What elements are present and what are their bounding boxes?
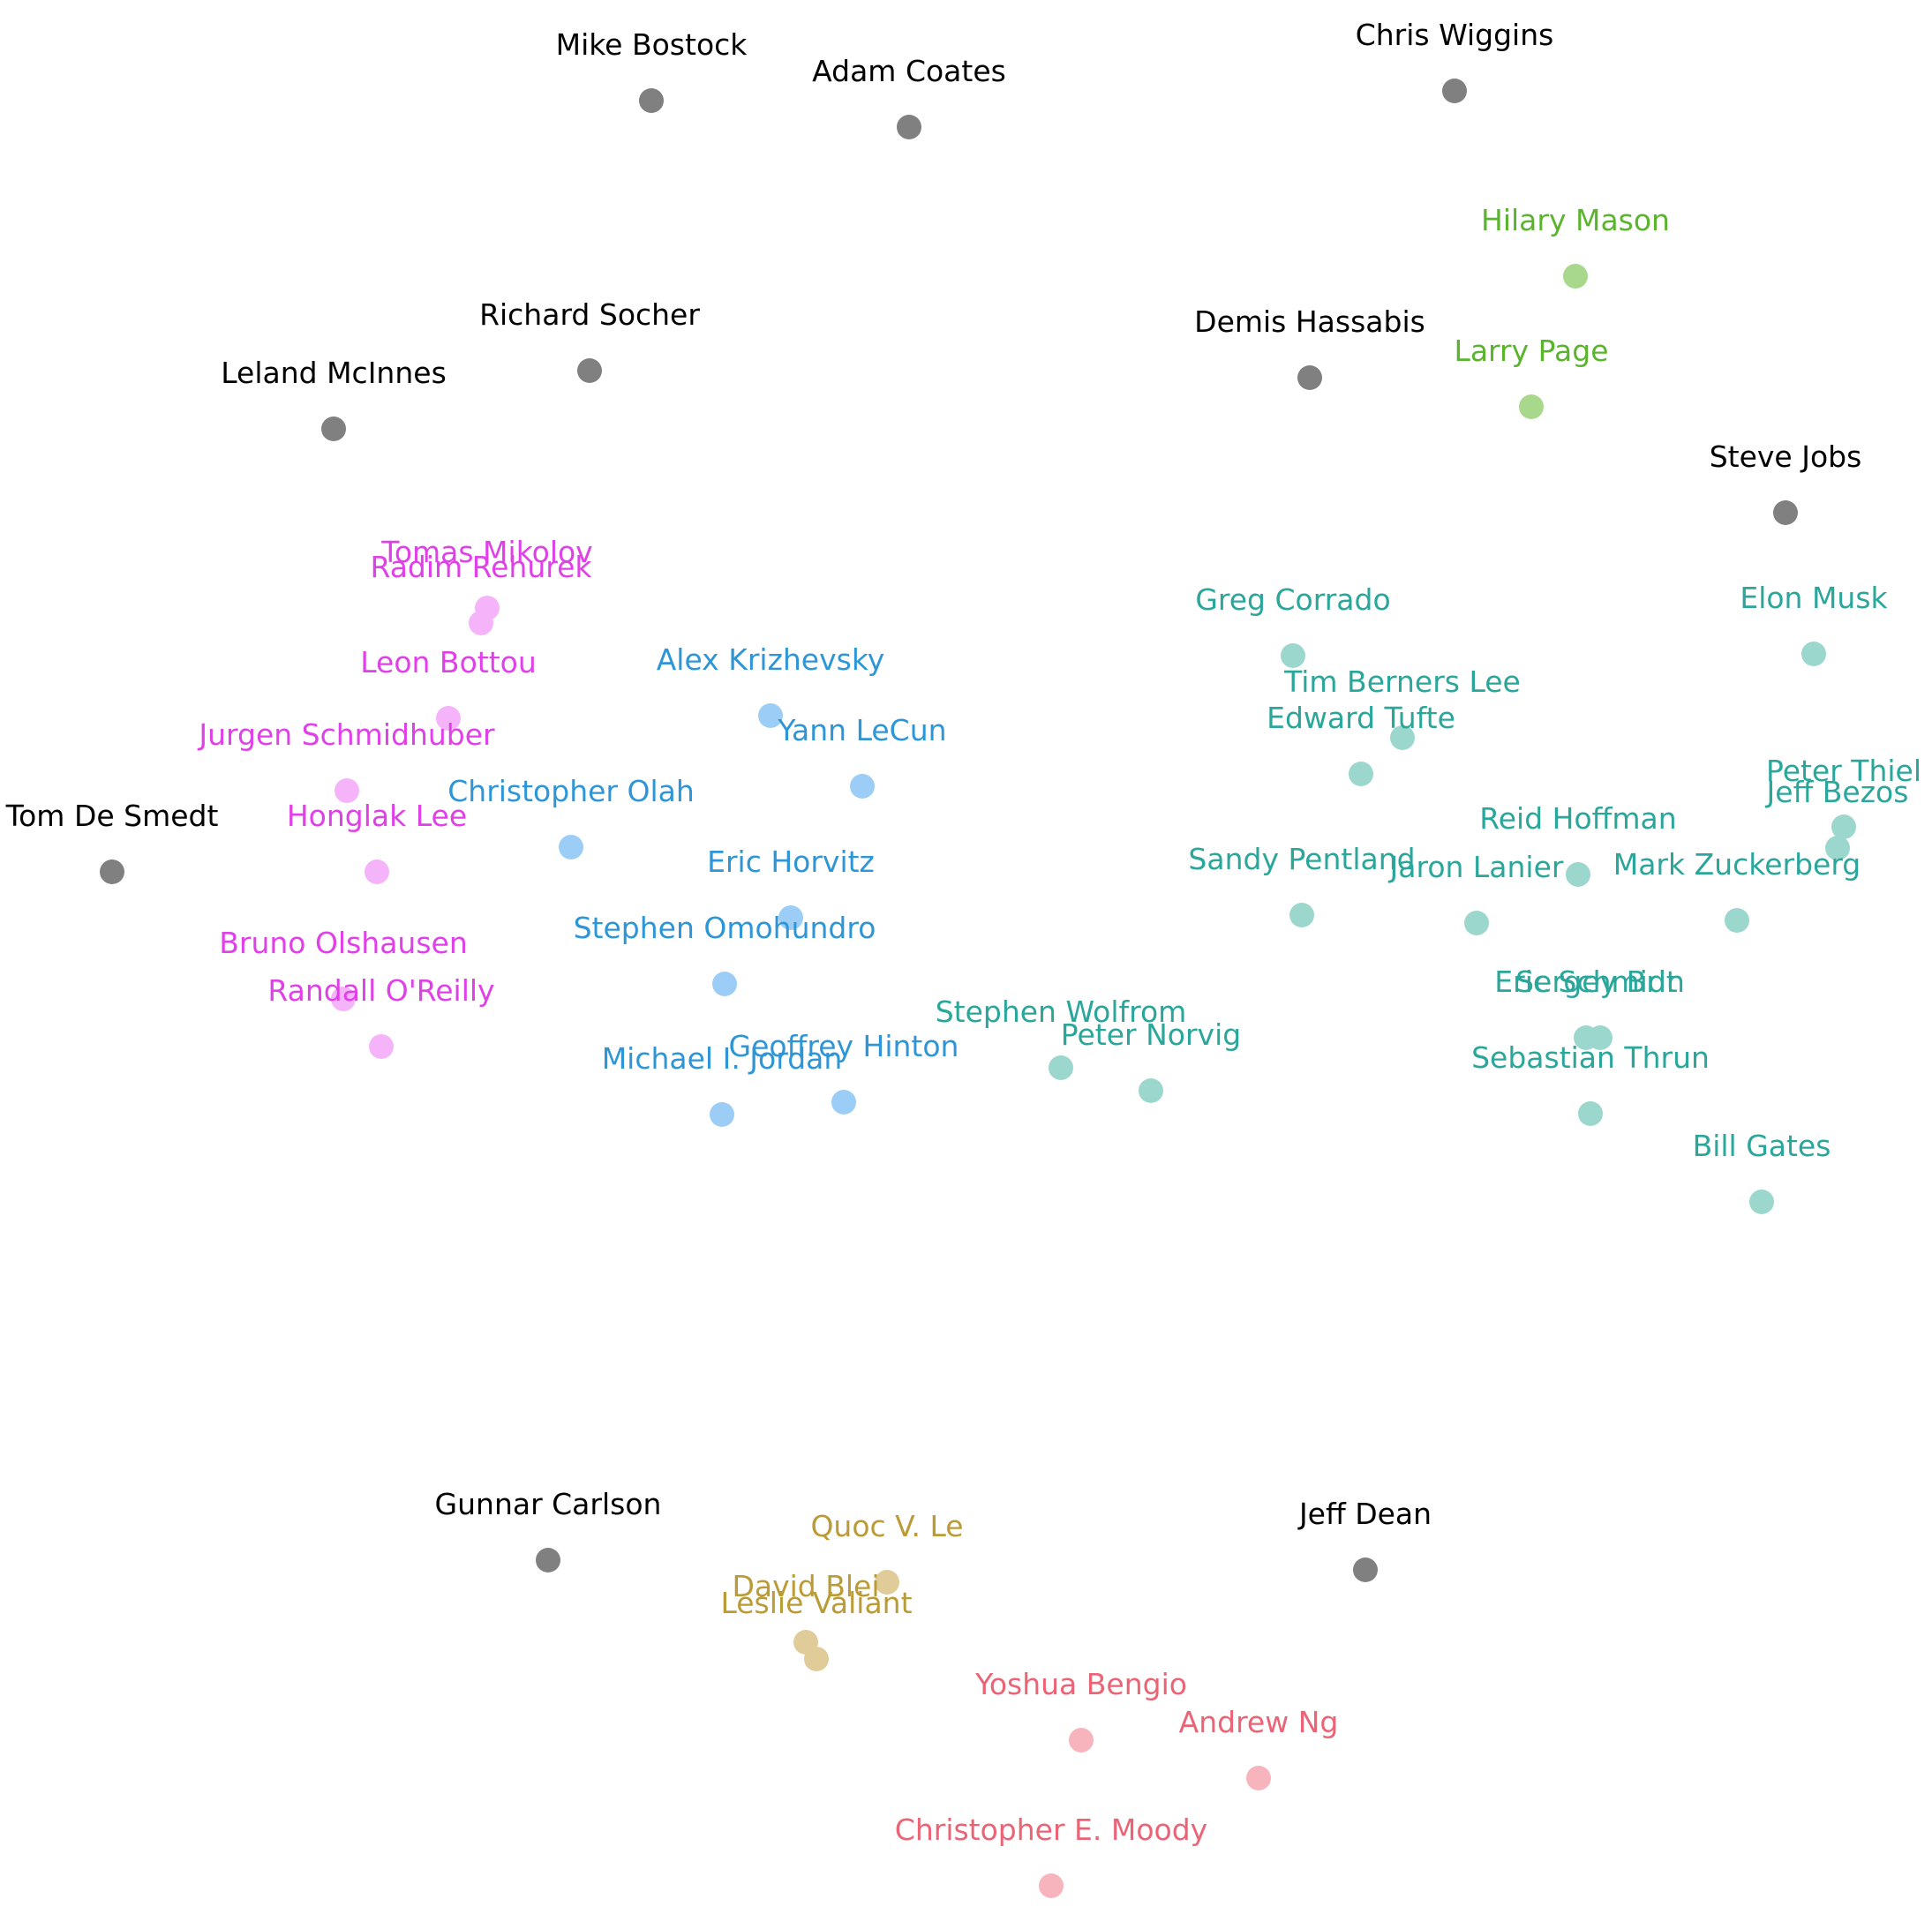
point-label: Geoffrey Hinton [729, 1029, 959, 1063]
scatter-point [1773, 500, 1798, 525]
point-label: Reid Hoffman [1479, 801, 1676, 836]
scatter-point [100, 859, 124, 884]
scatter-point [1588, 1025, 1613, 1050]
point-label: Adam Coates [812, 54, 1006, 88]
point-label: Eric Horvitz [707, 844, 875, 879]
scatter-point [1069, 1728, 1094, 1753]
scatter-point [1442, 79, 1467, 103]
point-label: Eric Schmidt [1494, 965, 1677, 999]
point-label: Edward Tufte [1267, 701, 1455, 735]
point-label: Tim Berners Lee [1283, 664, 1521, 699]
point-label: Sandy Pentland [1188, 842, 1415, 876]
point-label: Sergey Brin [1515, 965, 1685, 999]
point-label: Mike Bostock [556, 27, 748, 62]
scatter-point [1519, 394, 1544, 419]
scatter-point [577, 358, 602, 383]
scatter-point [1353, 1557, 1378, 1582]
scatter-point [536, 1548, 560, 1572]
point-label: Stephen Omohundro [574, 911, 876, 945]
scatter-point [1246, 1766, 1271, 1790]
point-label: Steve Jobs [1710, 439, 1862, 474]
point-label: Quoc V. Le [810, 1509, 963, 1543]
point-label: Peter Norvig [1061, 1017, 1241, 1052]
scatter-point [1749, 1190, 1774, 1214]
scatter-point [436, 706, 461, 731]
scatter-point [1349, 762, 1373, 786]
point-label: Elon Musk [1740, 581, 1888, 615]
point-label: Alex Krizhevsky [657, 642, 885, 677]
scatter-point [365, 859, 389, 884]
scatter-point [321, 417, 346, 441]
point-label: Jaron Lanier [1388, 850, 1564, 884]
scatter-point [758, 703, 783, 728]
scatter-point [1566, 862, 1590, 887]
scatter-point [559, 835, 583, 859]
point-label: Demis Hassabis [1194, 304, 1425, 339]
scatter-point [1578, 1101, 1603, 1126]
point-label: Yoshua Bengio [974, 1667, 1187, 1701]
point-label: Bruno Olshausen [219, 926, 468, 960]
scatter-point [712, 972, 737, 996]
scatter-point [1801, 642, 1826, 666]
point-label: Radim Rehurek [370, 550, 592, 584]
scatter-point [335, 778, 359, 803]
scatter-point [1825, 836, 1850, 860]
point-label: Sebastian Thrun [1471, 1040, 1710, 1075]
scatter-point [1139, 1078, 1163, 1103]
point-label: Tom De Smedt [5, 799, 219, 833]
point-label: Tomas Mikolov [380, 535, 592, 569]
scatter-point [1725, 908, 1749, 933]
point-label: Jeff Bezos [1765, 775, 1909, 809]
point-label: Leslie Valiant [720, 1586, 912, 1620]
point-label: Larry Page [1454, 334, 1608, 368]
scatter-point [1281, 643, 1305, 668]
scatter-point [1563, 264, 1588, 289]
scatter-point [1390, 725, 1415, 750]
point-label: Randall O'Reilly [267, 973, 494, 1008]
point-label: Andrew Ng [1179, 1705, 1339, 1739]
scatter-point [1297, 365, 1322, 390]
scatter-point [1049, 1055, 1073, 1080]
point-label: Leon Bottou [360, 645, 537, 679]
point-label: Chris Wiggins [1356, 18, 1554, 52]
scatter-point [369, 1034, 394, 1059]
point-label: Greg Corrado [1195, 582, 1390, 617]
scatter-point [710, 1102, 734, 1127]
point-label: Yann LeCun [777, 713, 946, 747]
point-label: Richard Socher [479, 297, 700, 332]
point-label: Bill Gates [1693, 1129, 1831, 1163]
point-label: Christopher Olah [447, 774, 695, 808]
point-label: Jeff Dean [1297, 1497, 1432, 1531]
scatter-point [1289, 903, 1314, 927]
point-label: Michael I. Jordan [602, 1041, 843, 1076]
point-label: Peter Thiel [1766, 754, 1921, 788]
scatter-point [875, 1570, 899, 1595]
point-label: Hilary Mason [1481, 203, 1670, 237]
scatter-point [897, 115, 921, 139]
scatter-point [850, 774, 875, 799]
scatter-point [331, 987, 356, 1011]
scatter-point [1464, 911, 1489, 935]
scatter-point [469, 611, 493, 635]
scatter-point [1831, 814, 1856, 839]
scatter-point [639, 88, 664, 113]
point-label: Honglak Lee [287, 799, 467, 833]
point-label: Christopher E. Moody [895, 1813, 1207, 1847]
point-label: David Blei [732, 1569, 879, 1603]
point-label: Mark Zuckerberg [1613, 847, 1861, 882]
point-label: Gunnar Carlson [435, 1487, 662, 1521]
scatter-point [1039, 1873, 1064, 1898]
scatter-point [804, 1647, 829, 1671]
scatter-point [831, 1090, 856, 1115]
point-label: Leland McInnes [221, 356, 447, 390]
point-label: Jurgen Schmidhuber [197, 717, 495, 752]
point-label: Stephen Wolfrom [936, 995, 1187, 1029]
scatter-point [778, 905, 803, 930]
